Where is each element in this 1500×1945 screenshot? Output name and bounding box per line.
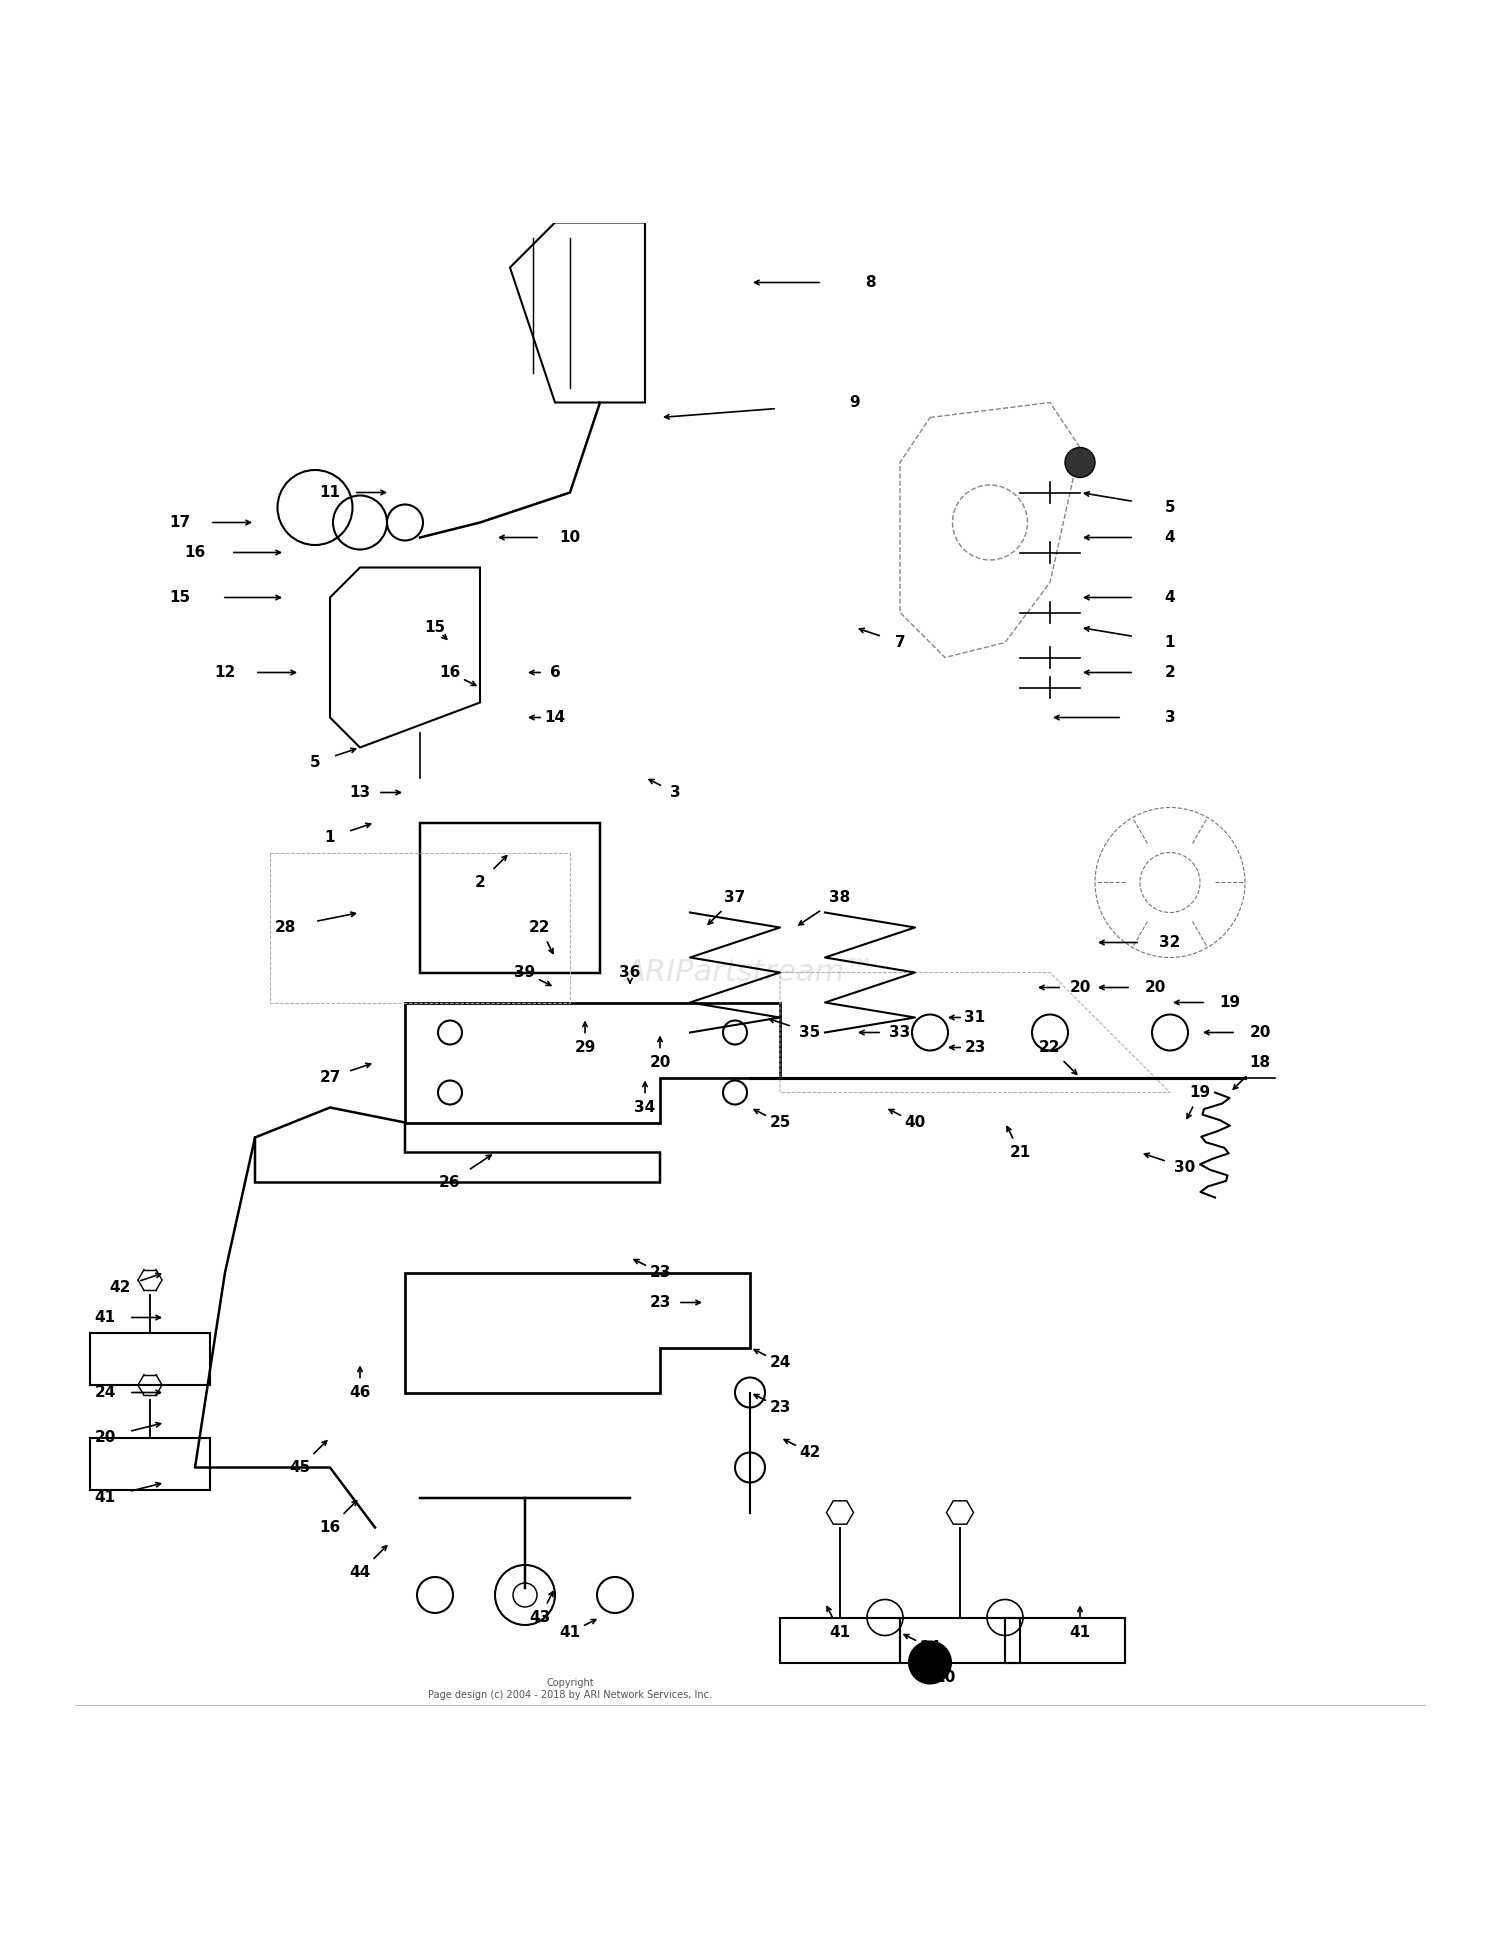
- Text: 5: 5: [309, 755, 321, 770]
- Text: 44: 44: [350, 1566, 370, 1579]
- Text: 4: 4: [1164, 529, 1176, 545]
- Text: 13: 13: [350, 786, 370, 799]
- Text: Copyright
Page design (c) 2004 - 2018 by ARI Network Services, Inc.: Copyright Page design (c) 2004 - 2018 by…: [427, 1679, 712, 1700]
- Text: 29: 29: [574, 1041, 596, 1054]
- Text: 26: 26: [440, 1175, 460, 1190]
- Text: 11: 11: [320, 484, 340, 500]
- Text: 24: 24: [770, 1356, 790, 1369]
- Text: 15: 15: [424, 620, 445, 634]
- Text: 34: 34: [634, 1101, 656, 1114]
- Text: 9: 9: [849, 395, 861, 410]
- Text: 17: 17: [170, 515, 190, 529]
- Text: 24: 24: [920, 1640, 940, 1655]
- Text: 31: 31: [964, 1009, 986, 1025]
- Text: 22: 22: [530, 920, 550, 936]
- Text: 37: 37: [724, 891, 746, 904]
- Text: 20: 20: [650, 1054, 670, 1070]
- Text: 20: 20: [1250, 1025, 1270, 1041]
- Text: 16: 16: [320, 1519, 340, 1535]
- Text: 19: 19: [1190, 1085, 1210, 1101]
- Text: 36: 36: [620, 965, 640, 980]
- Text: 46: 46: [350, 1385, 370, 1400]
- Text: 15: 15: [170, 589, 190, 605]
- Text: 45: 45: [290, 1461, 310, 1474]
- Text: 18: 18: [1250, 1054, 1270, 1070]
- Text: 35: 35: [800, 1025, 820, 1041]
- Circle shape: [909, 1642, 951, 1684]
- Text: 2: 2: [1164, 665, 1176, 681]
- Text: 3: 3: [1164, 710, 1176, 725]
- Text: 16: 16: [184, 545, 206, 560]
- Text: 40: 40: [904, 1114, 926, 1130]
- Text: 3: 3: [669, 786, 681, 799]
- Text: 41: 41: [830, 1624, 850, 1640]
- Text: 42: 42: [110, 1280, 130, 1295]
- Text: 23: 23: [964, 1041, 986, 1054]
- Text: 20: 20: [1144, 980, 1166, 996]
- Text: 43: 43: [530, 1610, 550, 1624]
- Text: 21: 21: [1010, 1146, 1031, 1159]
- Text: 23: 23: [770, 1400, 790, 1416]
- Text: 28: 28: [274, 920, 296, 936]
- Text: 41: 41: [560, 1624, 580, 1640]
- Text: 32: 32: [1160, 936, 1180, 949]
- Text: 5: 5: [1164, 500, 1176, 515]
- Text: 14: 14: [544, 710, 566, 725]
- Text: 24: 24: [94, 1385, 116, 1400]
- Text: 41: 41: [94, 1490, 116, 1505]
- Text: 16: 16: [440, 665, 460, 681]
- Text: 4: 4: [1164, 589, 1176, 605]
- Circle shape: [1065, 447, 1095, 478]
- Text: 23: 23: [650, 1264, 670, 1280]
- Text: 41: 41: [94, 1311, 116, 1325]
- Text: 39: 39: [514, 965, 535, 980]
- Text: 7: 7: [894, 634, 906, 650]
- Text: 19: 19: [1220, 996, 1240, 1009]
- Text: 23: 23: [650, 1295, 670, 1311]
- Text: 20: 20: [94, 1430, 116, 1445]
- Text: ARIPartstream™: ARIPartstream™: [624, 959, 876, 986]
- Text: 1: 1: [1164, 634, 1176, 650]
- Text: 20: 20: [934, 1671, 956, 1684]
- Text: 33: 33: [890, 1025, 910, 1041]
- Text: 12: 12: [214, 665, 236, 681]
- Text: 1: 1: [324, 831, 336, 844]
- Text: 10: 10: [560, 529, 580, 545]
- Text: 42: 42: [800, 1445, 820, 1461]
- Text: 22: 22: [1040, 1041, 1060, 1054]
- Text: 38: 38: [830, 891, 850, 904]
- Text: 27: 27: [320, 1070, 340, 1085]
- Text: 20: 20: [1070, 980, 1090, 996]
- Text: 41: 41: [1070, 1624, 1090, 1640]
- Text: 6: 6: [549, 665, 561, 681]
- Text: 25: 25: [770, 1114, 790, 1130]
- Text: 30: 30: [1174, 1159, 1196, 1175]
- Text: 2: 2: [474, 875, 486, 891]
- Text: 8: 8: [864, 274, 876, 290]
